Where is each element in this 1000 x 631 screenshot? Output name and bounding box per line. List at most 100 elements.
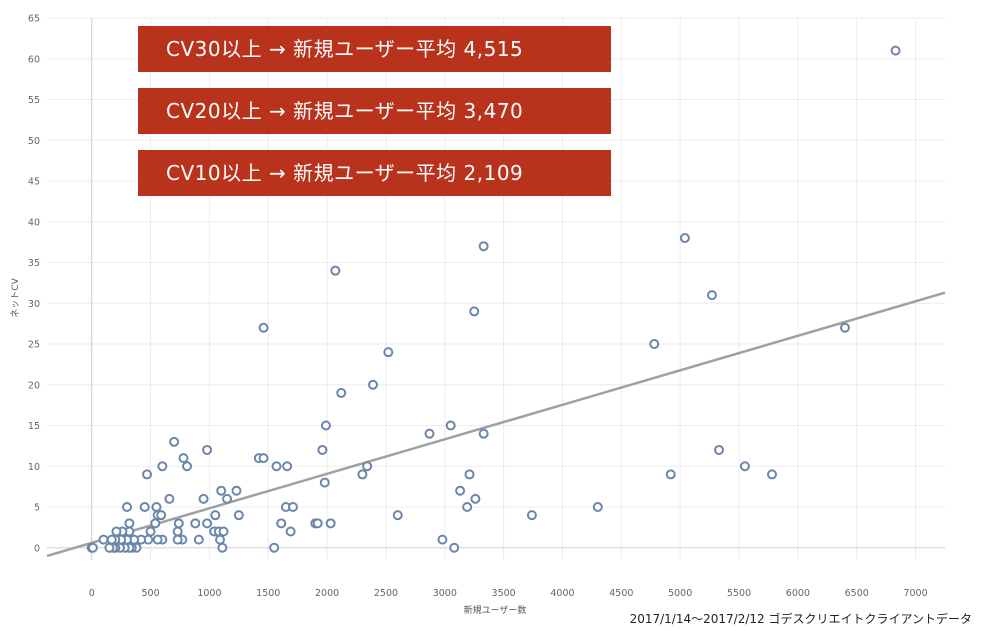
data-point (169, 436, 180, 447)
data-point (106, 534, 117, 545)
data-point (317, 444, 328, 455)
data-point (157, 461, 168, 472)
data-point (202, 518, 213, 529)
data-point (330, 265, 341, 276)
x-tick-label: 5500 (727, 588, 751, 599)
data-point (714, 444, 725, 455)
y-tick-label: 10 (28, 462, 40, 473)
zero-lines (47, 18, 945, 560)
x-axis-label: 新規ユーザー数 (464, 604, 527, 616)
data-point (649, 339, 660, 350)
data-point (258, 453, 269, 464)
data-point (87, 542, 98, 553)
y-tick-label: 15 (28, 421, 40, 432)
data-point (104, 542, 115, 553)
data-point (139, 502, 150, 513)
x-tick-label: 3500 (492, 588, 516, 599)
data-point (231, 485, 242, 496)
y-tick-label: 55 (28, 95, 40, 106)
data-point (152, 534, 163, 545)
data-point (285, 526, 296, 537)
data-point (172, 534, 183, 545)
data-point (164, 493, 175, 504)
data-point (124, 518, 135, 529)
data-point (766, 469, 777, 480)
data-point (193, 534, 204, 545)
data-point (216, 485, 227, 496)
x-tick-label: 500 (141, 588, 159, 599)
banner-cv10: CV10以上 → 新規ユーザー平均 2,109 (138, 150, 611, 196)
data-point (312, 518, 323, 529)
data-point (98, 534, 109, 545)
data-point (478, 241, 489, 252)
data-point (368, 379, 379, 390)
x-tick-label: 4000 (550, 588, 574, 599)
x-tick-label: 7000 (903, 588, 927, 599)
data-point (111, 526, 122, 537)
trend-line (46, 291, 946, 558)
data-point (287, 502, 298, 513)
data-point (217, 542, 228, 553)
data-point (455, 485, 466, 496)
data-point (233, 510, 244, 521)
x-tick-label: 4500 (609, 588, 633, 599)
y-tick-label: 65 (28, 14, 40, 25)
data-point (173, 518, 184, 529)
data-point (145, 526, 156, 537)
data-point (320, 420, 331, 431)
data-point (210, 510, 221, 521)
x-tick-label: 6000 (786, 588, 810, 599)
x-tick-label: 1000 (197, 588, 221, 599)
data-point (437, 534, 448, 545)
data-point (357, 469, 368, 480)
data-point (142, 469, 153, 480)
data-point (156, 510, 167, 521)
y-tick-label: 50 (28, 136, 40, 147)
y-tick-label: 40 (28, 217, 40, 228)
x-tick-label: 6500 (845, 588, 869, 599)
data-point (526, 510, 537, 521)
y-tick-label: 0 (34, 543, 40, 554)
banner-cv30: CV30以上 → 新規ユーザー平均 4,515 (138, 26, 611, 72)
data-point (592, 502, 603, 513)
data-point (336, 387, 347, 398)
y-tick-label: 45 (28, 177, 40, 188)
banner-cv20: CV20以上 → 新規ユーザー平均 3,470 (138, 88, 611, 134)
data-point (478, 428, 489, 439)
x-tick-label: 0 (89, 588, 95, 599)
x-tick-label: 3000 (433, 588, 457, 599)
data-point (445, 420, 456, 431)
data-point (172, 526, 183, 537)
data-point (258, 322, 269, 333)
data-point (182, 461, 193, 472)
y-tick-label: 35 (28, 258, 40, 269)
x-tick-label: 5000 (668, 588, 692, 599)
y-tick-label: 5 (34, 503, 40, 514)
data-point (383, 347, 394, 358)
y-axis-label: ネットCV (10, 277, 21, 317)
data-point (218, 526, 229, 537)
y-tick-label: 25 (28, 340, 40, 351)
footer-source-note: 2017/1/14～2017/2/12 ゴデスクリエイトクライアントデータ (629, 612, 972, 626)
data-point (271, 461, 282, 472)
y-tick-label: 30 (28, 299, 40, 310)
y-tick-label: 60 (28, 54, 40, 65)
data-point (269, 542, 280, 553)
data-point (470, 493, 481, 504)
data-point (319, 477, 330, 488)
x-axis-ticks: 0 500 1000 1500 2000 2500 3000 3500 4000 4500 5000… (89, 588, 928, 599)
data-points (86, 45, 901, 553)
data-point (739, 461, 750, 472)
data-point (325, 518, 336, 529)
data-point (392, 510, 403, 521)
y-tick-label: 20 (28, 380, 40, 391)
data-point (665, 469, 676, 480)
data-point (150, 518, 161, 529)
data-point (222, 493, 233, 504)
data-point (464, 469, 475, 480)
x-tick-label: 2500 (374, 588, 398, 599)
y-axis-ticks: 0 5 10 15 20 25 30 35 40 45 50 55 60 65 (28, 14, 40, 555)
data-point (178, 453, 189, 464)
data-point (202, 444, 213, 455)
data-point (362, 461, 373, 472)
